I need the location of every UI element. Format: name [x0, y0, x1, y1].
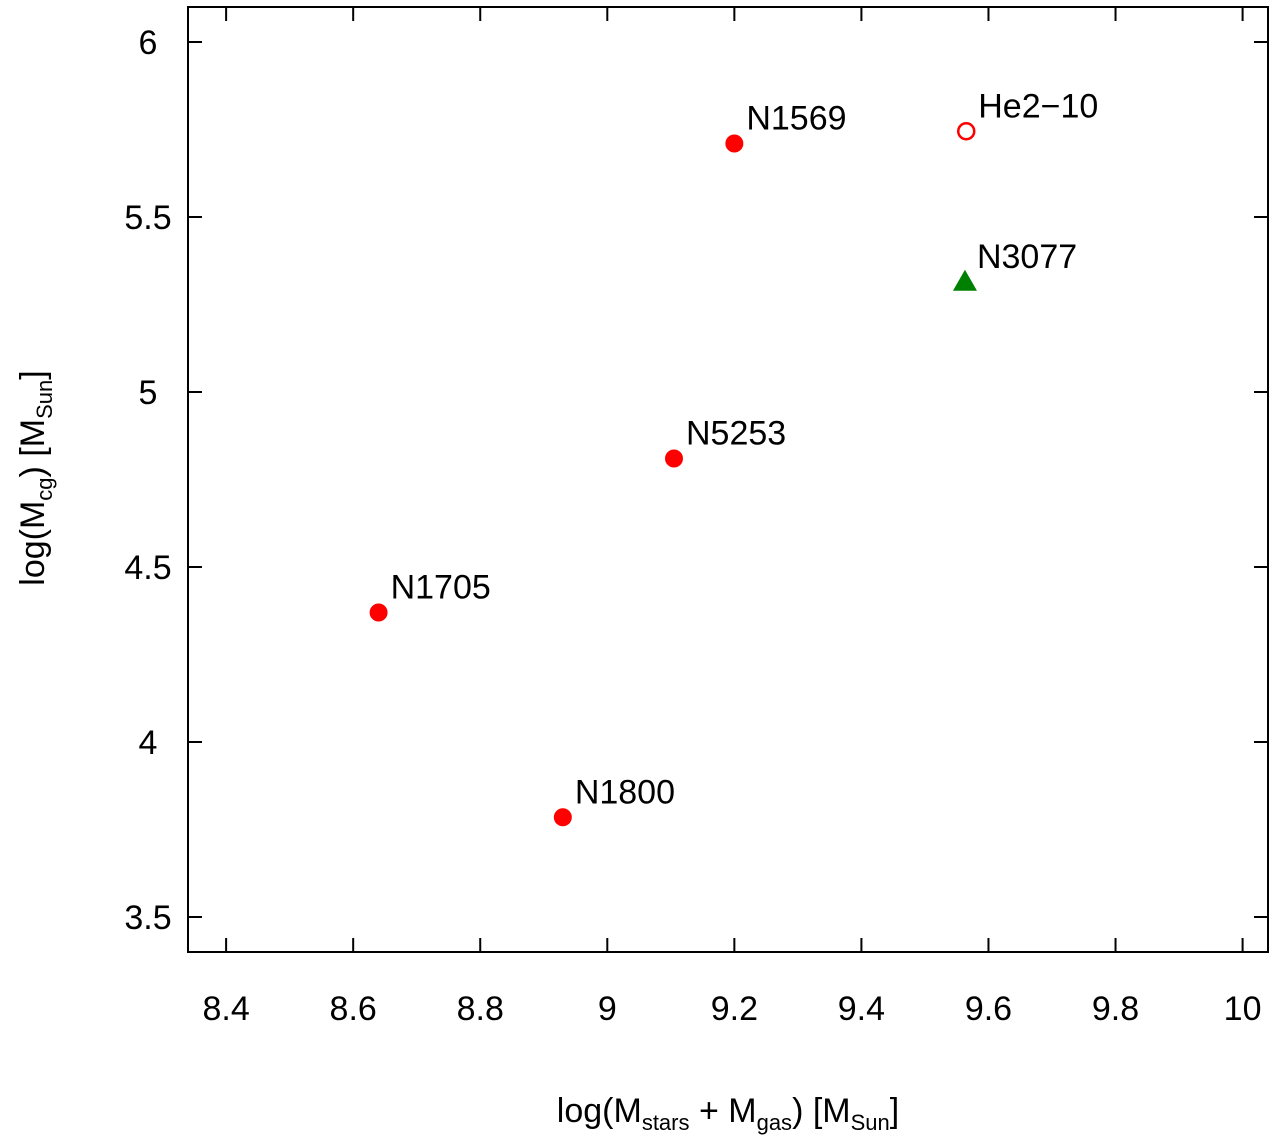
data-point-he2-10: [956, 122, 976, 141]
point-labels: N1569 He2−10 N3077 N5253 N1705 N1800: [391, 87, 1099, 811]
x-tick-label: 8.6: [330, 990, 377, 1028]
y-tick-label: 3.5: [124, 899, 171, 937]
x-tick-label: 9.8: [1092, 990, 1139, 1028]
data-points: [369, 122, 977, 827]
y-tick-label: 5.5: [124, 199, 171, 237]
y-tick-label: 5: [139, 374, 158, 412]
y-tick-label: 4: [139, 724, 158, 762]
data-point-n1569: [725, 134, 744, 153]
x-tick-label: 9.2: [711, 990, 758, 1028]
data-point-n3077: [952, 269, 977, 291]
y-tick-label: 4.5: [124, 549, 171, 587]
x-tick-label: 10: [1224, 990, 1262, 1028]
x-tick-label: 8.4: [202, 990, 249, 1028]
y-axis-label: log(Mcg) [MSun]: [14, 370, 57, 585]
data-point-n1705: [369, 603, 388, 622]
point-label: N1569: [746, 100, 846, 138]
x-tick-label: 9: [598, 990, 617, 1028]
point-label: N1800: [575, 773, 675, 811]
plot-frame: [187, 6, 1269, 953]
point-label: N3077: [977, 238, 1077, 276]
y-tick-label: 6: [139, 24, 158, 62]
axis-ticks: [188, 7, 1268, 952]
x-tick-label: 9.4: [838, 990, 885, 1028]
point-label: N1705: [391, 569, 491, 607]
data-point-n5253: [665, 449, 683, 468]
data-point-n1800: [553, 808, 572, 827]
point-label: N5253: [686, 415, 786, 453]
x-tick-label: 8.8: [457, 990, 504, 1028]
tick-labels: 8.4 8.6 8.8 9 9.2 9.4 9.6 9.8 10 3.5 4 4.5 5 5.5 6: [124, 24, 1261, 1028]
point-label: He2−10: [978, 87, 1098, 125]
x-tick-label: 9.6: [965, 990, 1012, 1028]
x-axis-label: log(Mstars + Mgas) [MSun]: [557, 1092, 899, 1135]
